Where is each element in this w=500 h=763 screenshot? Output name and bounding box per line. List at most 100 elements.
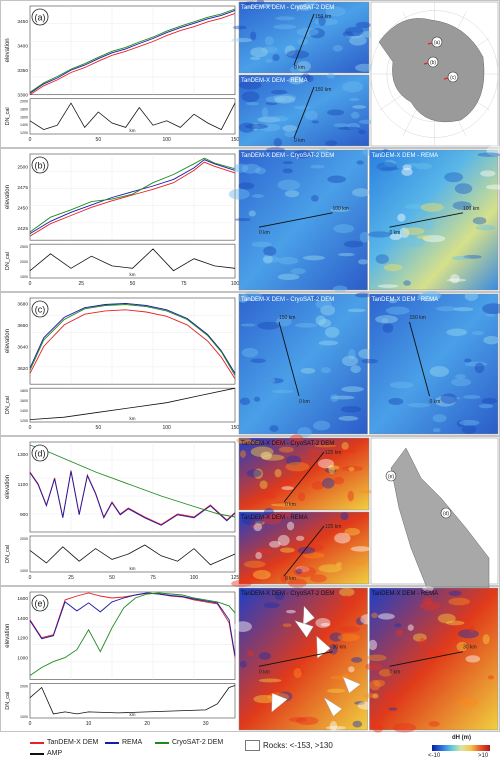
panel-a-map-rema-texture-2 — [347, 122, 361, 130]
panel-c-map-cryosat-texture-34 — [300, 367, 316, 374]
panel-d-ytick-2: 1300 — [17, 452, 28, 458]
panel-d-map-rema-texture-12 — [254, 520, 265, 525]
panel-d-map-cryosat — [236, 434, 377, 511]
panel-c-map-rema-texture-31 — [441, 396, 461, 400]
panel-b-map-rema-texture-4 — [397, 213, 406, 222]
panel-a-map-rema-texture-26 — [304, 75, 314, 83]
panel-a-map-cryosat-texture-17 — [284, 45, 296, 57]
panel-c-map-cryosat-texture-8 — [295, 322, 317, 328]
panel-c-map-rema-texture-4 — [482, 303, 500, 315]
panel-e-xunit: km — [130, 712, 136, 717]
panel-e-map-cryosat-texture-0 — [329, 632, 343, 642]
panel-d-map-rema-texture-22 — [263, 507, 275, 518]
panel-e-map-rema-texture-18 — [366, 654, 387, 662]
panel-d-map-rema-texture-2 — [296, 535, 305, 541]
legend-rema: REMA — [105, 739, 142, 746]
panel-b-marker-start-0: 0 km — [259, 230, 270, 236]
panel-e-map-cryosat-texture-11 — [348, 666, 355, 673]
panel-a-map-rema-texture-33 — [270, 115, 288, 122]
panel-d-map-rema-texture-0 — [250, 518, 264, 529]
panel-c-map-cryosat-texture-33 — [330, 394, 339, 402]
panel-a-map-cryosat-texture-33 — [296, 60, 311, 72]
panel-b-map-cryosat-texture-32 — [337, 252, 355, 257]
colorbar — [432, 745, 490, 751]
panel-a-ytick-0: 3300 — [17, 93, 28, 99]
panel-d-xtick-4: 100 — [190, 575, 199, 581]
panel-b-series-0 — [29, 161, 236, 237]
panel-b-map-rema-texture-20 — [414, 162, 433, 170]
panel-b-amp-series — [29, 248, 236, 272]
panel-d-label-circle — [31, 444, 49, 462]
panel-d-map-rema-texture-15 — [340, 512, 349, 521]
panel-b-map-cryosat-texture-30 — [327, 175, 347, 183]
panel-b-map-cryosat-texture-22 — [310, 164, 325, 169]
panel-b-map-rema-texture-21 — [480, 170, 496, 177]
panel-d-map-rema-texture-6 — [309, 544, 324, 552]
panel-d-y2tick-1: 1000 — [20, 569, 28, 573]
panel-c-map-rema-texture-26 — [456, 420, 465, 428]
panel-d-map-title-1: TanDEM-X DEM - REMA — [241, 515, 308, 521]
panel-e-ytick-1: 1200 — [17, 636, 28, 642]
panel-d-map-rema-texture-30 — [243, 560, 266, 569]
panel-e-map-rema-texture-20 — [363, 693, 377, 699]
panel-e-map-rema-texture-31 — [372, 723, 384, 733]
panel-d-map-rema-texture-26 — [334, 532, 351, 544]
panel-a-map-rema-texture-9 — [265, 101, 278, 106]
panel-a-map-cryosat-texture-13 — [342, 31, 354, 37]
panel-d-ytick-0: 900 — [20, 512, 28, 518]
panel-e-marker-start-1: 0 km — [390, 669, 401, 675]
panel-c-map-cryosat-texture-25 — [271, 389, 294, 394]
panel-c-map-cryosat-texture-14 — [320, 304, 336, 316]
panel-a-xtick-0: 0 — [29, 137, 32, 143]
panel-e-map-rema-texture-10 — [425, 648, 436, 656]
panel-c-map-cryosat-texture-19 — [341, 355, 359, 367]
panel-c-map-rema-texture-3 — [446, 328, 468, 336]
panel-d-map-cryosat-texture-8 — [311, 481, 324, 490]
panel-d-overview-peninsula — [390, 447, 490, 599]
panel-a-map-cryosat-texture-11 — [241, 1, 260, 10]
panel-c-map-rema-texture-33 — [385, 306, 410, 315]
panel-d-map-rema-texture-13 — [351, 561, 367, 565]
panel-c-map-rema-texture-35 — [429, 366, 449, 377]
panel-c-map-rema-background — [369, 293, 499, 435]
panel-b-map-rema-background — [369, 149, 499, 291]
panel-b-map-rema-texture-14 — [389, 233, 402, 241]
panel-d-map-cryosat-texture-22 — [281, 486, 294, 491]
panel-d-map-cryosat-texture-20 — [328, 464, 335, 475]
panel-a-map-cryosat-texture-2 — [272, 53, 280, 61]
panel-c-ytick-1: 3640 — [17, 344, 28, 350]
panel-a-map-cryosat-texture-1 — [296, 4, 314, 11]
panel-d-map-cryosat-texture-28 — [261, 454, 285, 461]
panel-a-map-cryosat-texture-35 — [349, 35, 367, 46]
panel-c-map-rema-texture-8 — [453, 307, 474, 312]
panel-c-map-rema-texture-27 — [461, 425, 477, 434]
panel-c-amp-frame — [29, 387, 236, 423]
panel-c-map-cryosat-texture-32 — [331, 395, 355, 400]
panel-d-overview-marker-label-1: (d) — [443, 511, 449, 517]
panel-d-map-cryosat-texture-29 — [327, 465, 340, 470]
panel-d-map-rema-texture-35 — [295, 568, 303, 575]
panel-e-map-rema-texture-8 — [395, 629, 404, 637]
panel-c-map-rema-texture-22 — [388, 299, 398, 304]
panel-e-map-rema-texture-13 — [465, 655, 481, 663]
panel-d-map-rema-texture-3 — [300, 551, 314, 557]
panel-a-plot-area — [29, 5, 236, 96]
panel-e-map-cryosat-texture-24 — [274, 592, 285, 601]
colorbar-max: >10 — [478, 753, 489, 759]
panel-c-marker-start-1: 0 km — [430, 399, 441, 405]
panel-a-map-rema-texture-20 — [304, 110, 318, 121]
panel-b-map-rema-texture-19 — [377, 284, 399, 288]
panel-c-series-1 — [29, 302, 236, 374]
panel-d-map-rema-texture-31 — [297, 546, 316, 554]
panel-a-transect-0 — [293, 13, 315, 66]
panel-d-map-cryosat-texture-0 — [259, 480, 268, 490]
panel-c-map-cryosat-texture-24 — [240, 323, 256, 327]
panel-b-map-rema-texture-7 — [452, 201, 472, 210]
panel-e-map-cryosat-texture-22 — [325, 725, 347, 730]
panel-a-map-rema-texture-5 — [301, 73, 311, 82]
panel-e-map-cryosat-texture-4 — [239, 660, 247, 668]
panel-c-map-rema-texture-20 — [483, 335, 500, 345]
panel-b-map-rema-texture-17 — [399, 227, 410, 239]
panel-d-map-rema-texture-18 — [295, 566, 310, 573]
